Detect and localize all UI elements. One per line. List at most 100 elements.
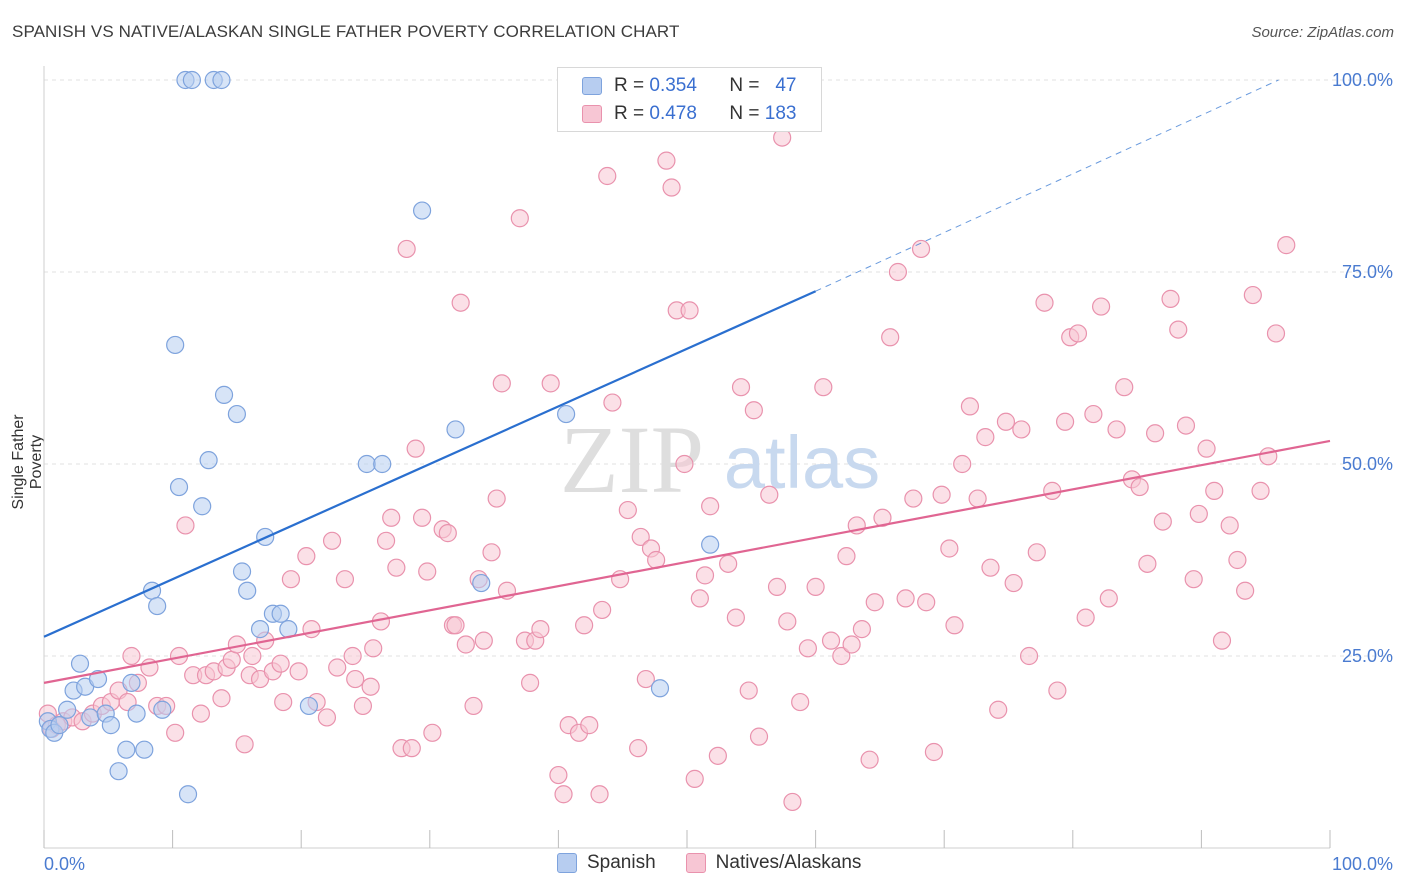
- data-point: [832, 646, 851, 666]
- data-point: [1048, 681, 1067, 700]
- n-value: 47: [775, 75, 797, 96]
- data-point: [554, 785, 573, 804]
- data-point: [940, 539, 959, 558]
- data-point: [322, 531, 342, 550]
- data-point: [58, 700, 77, 719]
- data-point: [357, 454, 376, 474]
- data-point: [238, 581, 257, 600]
- data-point: [166, 335, 185, 355]
- data-point: [343, 646, 362, 666]
- data-point: [446, 420, 465, 439]
- data-point: [1043, 481, 1062, 500]
- data-point: [981, 558, 1000, 577]
- data-point: [109, 762, 128, 781]
- data-point: [767, 577, 787, 596]
- data-point: [191, 704, 210, 723]
- data-point: [744, 401, 763, 420]
- data-point: [837, 547, 856, 566]
- data-point: [472, 573, 491, 593]
- legend-item-spanish[interactable]: Spanish: [557, 852, 656, 874]
- data-point: [1138, 554, 1157, 573]
- data-point: [166, 723, 185, 742]
- data-point: [731, 378, 751, 397]
- data-point: [749, 727, 769, 746]
- data-point: [1176, 416, 1196, 435]
- data-point: [904, 489, 923, 508]
- data-point: [842, 635, 861, 654]
- trend-lines: [43, 79, 1331, 684]
- data-point: [1184, 570, 1203, 589]
- legend-row-spanish: R = 0.354 N = 47: [582, 73, 796, 99]
- data-point: [397, 239, 416, 259]
- data-point: [122, 646, 141, 666]
- legend-label: Natives/Alaskans: [715, 852, 862, 873]
- data-point: [791, 692, 810, 712]
- data-point: [1212, 631, 1232, 650]
- data-point: [650, 679, 670, 698]
- spanish-swatch: [582, 77, 602, 95]
- data-point: [364, 639, 383, 658]
- data-point: [1027, 543, 1046, 562]
- legend-item-natives[interactable]: Natives/Alaskans: [685, 852, 862, 874]
- data-point: [1236, 581, 1255, 600]
- data-point: [701, 535, 720, 554]
- data-point: [353, 696, 373, 716]
- data-point: [662, 178, 681, 197]
- data-point: [122, 673, 141, 692]
- data-point: [701, 497, 720, 516]
- y-tick-label: 50.0%: [1342, 454, 1393, 474]
- data-point: [1004, 573, 1023, 593]
- data-point: [402, 739, 421, 758]
- data-point: [821, 631, 841, 650]
- data-point: [953, 454, 972, 474]
- spanish-trend-line: [43, 290, 817, 638]
- data-point: [1035, 293, 1054, 312]
- data-point: [492, 374, 511, 393]
- data-point: [541, 374, 560, 393]
- data-point: [881, 328, 900, 347]
- data-point: [281, 570, 301, 589]
- data-point: [335, 570, 355, 589]
- data-point: [521, 673, 540, 692]
- natives-points: [38, 128, 1296, 812]
- natives-swatch: [582, 105, 602, 123]
- data-point: [1228, 550, 1247, 570]
- data-point: [289, 662, 308, 681]
- data-point: [88, 669, 108, 689]
- data-point: [1189, 504, 1208, 524]
- data-point: [328, 658, 347, 677]
- spanish-swatch: [557, 853, 577, 873]
- data-point: [70, 654, 90, 673]
- r-value: 0.354: [649, 75, 697, 96]
- r-value: 0.478: [649, 103, 697, 124]
- data-point: [482, 543, 501, 562]
- data-point: [968, 489, 987, 508]
- data-point: [423, 723, 442, 742]
- data-point: [297, 547, 316, 566]
- data-point: [117, 740, 136, 759]
- r-label: R =: [614, 75, 645, 96]
- legend-row-natives: R = 0.478 N = 183: [582, 101, 796, 127]
- data-point: [438, 524, 457, 543]
- data-point: [1055, 412, 1075, 431]
- data-point: [917, 593, 936, 612]
- data-point: [271, 654, 290, 673]
- y-tick-label: 25.0%: [1342, 646, 1393, 666]
- data-point: [760, 485, 779, 504]
- data-point: [464, 696, 483, 716]
- data-point: [302, 620, 321, 639]
- data-point: [412, 508, 432, 527]
- natives-trend-line: [43, 439, 1331, 684]
- data-point: [199, 451, 218, 470]
- data-point: [1130, 477, 1149, 497]
- x-tick-label: 0.0%: [44, 854, 85, 874]
- x-tick-label: 100.0%: [1332, 854, 1393, 874]
- data-point: [81, 708, 100, 727]
- data-point: [153, 700, 172, 719]
- data-point: [1146, 424, 1165, 443]
- data-point: [557, 404, 576, 424]
- y-tick-label: 100.0%: [1332, 70, 1393, 90]
- data-point: [719, 554, 738, 573]
- data-point: [924, 742, 944, 762]
- data-point: [1243, 285, 1262, 305]
